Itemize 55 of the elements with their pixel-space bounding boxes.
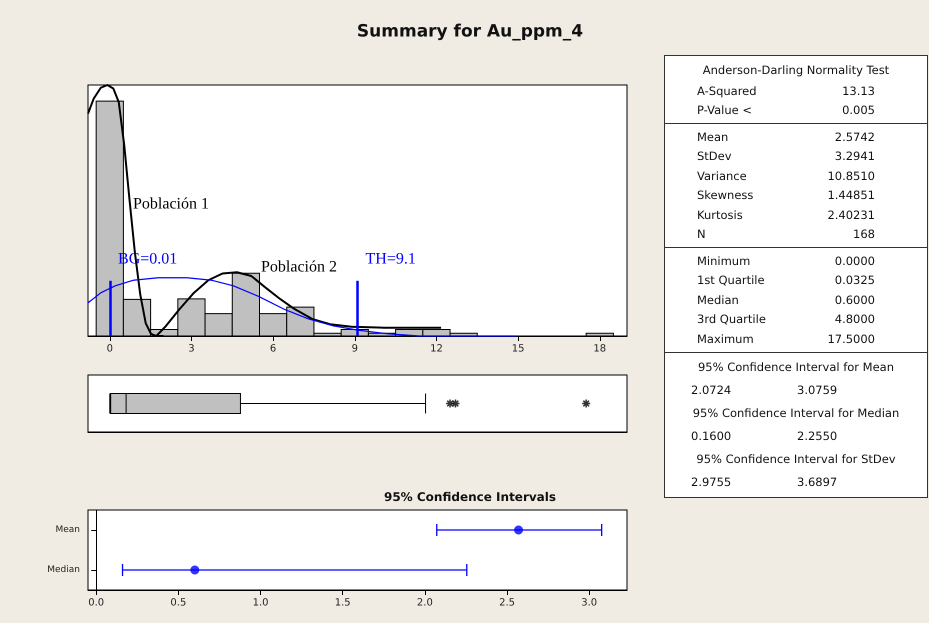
text: Anderson-Darling Normality Test [702, 62, 890, 79]
x-tick-label: 0.0 [88, 598, 104, 608]
text: 13.13 [841, 84, 875, 98]
text: 17.5000 [826, 332, 875, 346]
annotation: Población 2 [261, 258, 337, 276]
x-tick-label: 3 [188, 344, 195, 354]
chart-title: Summary for Au_ppm_4 [356, 22, 584, 42]
text: 3.2941 [834, 149, 875, 164]
x-tick-label: 1.5 [334, 598, 351, 608]
text: 95% Confidence Interval for Median [692, 404, 900, 422]
text: 0.0000 [834, 254, 875, 268]
text: Minimum [696, 254, 752, 268]
x-tick-label: 2.0 [416, 598, 433, 608]
text: 2.9755 [690, 474, 732, 488]
annotation: Población 1 [133, 196, 209, 212]
text: N [696, 227, 707, 242]
x-tick-label: 9 [352, 344, 358, 354]
x-tick-label: 6 [270, 344, 276, 354]
text: 0.0325 [834, 273, 875, 288]
text: 3.0759 [796, 382, 838, 396]
text: 0.1600 [690, 428, 732, 442]
text: Maximum [696, 332, 755, 346]
x-tick-label: 2.5 [499, 598, 515, 608]
x-tick-label: 1.0 [252, 598, 268, 608]
text: 1st Quartile [696, 273, 766, 288]
text: P-Value < [696, 103, 754, 118]
text: 168 [852, 227, 875, 242]
text: Median [696, 292, 740, 307]
x-tick-label: 0.5 [170, 598, 186, 608]
x-tick-label: 15 [512, 344, 524, 354]
text: 2.5742 [834, 130, 875, 144]
text: 2.0724 [690, 382, 732, 396]
text: 0.6000 [834, 292, 875, 307]
x-tick-label: 3.0 [581, 598, 598, 608]
text: 2.40231 [826, 208, 875, 222]
text: Skewness [696, 188, 754, 202]
x-tick-label: 0 [106, 344, 113, 354]
text: 3rd Quartile [696, 312, 767, 326]
text: 10.8510 [826, 168, 875, 183]
text: 0.005 [841, 103, 875, 118]
x-tick-label: 18 [593, 344, 606, 354]
text: 2.2550 [796, 428, 838, 442]
text: 95% Confidence Interval for Mean [696, 358, 896, 376]
text: StDev [696, 149, 733, 164]
text: 95% Confidence Interval for StDev [695, 450, 897, 468]
text: Mean [696, 130, 730, 144]
text: 1.44851 [826, 188, 875, 202]
text: Variance [696, 168, 748, 183]
text: 4.8000 [834, 312, 875, 326]
x-tick-label: 12 [430, 344, 443, 354]
chart-title: 95% Confidence Intervals [384, 490, 556, 504]
text: Kurtosis [696, 208, 744, 222]
text: 3.6897 [796, 474, 838, 488]
ref-line-label: TH=9.1 [366, 250, 416, 268]
text: A-Squared [696, 84, 758, 98]
